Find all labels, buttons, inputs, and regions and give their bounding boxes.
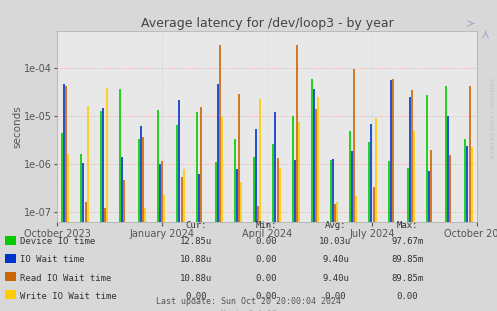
Text: 0.00: 0.00 <box>325 292 346 300</box>
Text: Device IO time: Device IO time <box>20 238 95 246</box>
Text: 0.00: 0.00 <box>185 292 207 300</box>
Text: 9.40u: 9.40u <box>322 274 349 282</box>
Text: Min:: Min: <box>255 220 277 230</box>
Text: IO Wait time: IO Wait time <box>20 256 84 264</box>
Text: 0.00: 0.00 <box>255 274 277 282</box>
Text: Avg:: Avg: <box>325 220 346 230</box>
Text: 89.85m: 89.85m <box>392 274 423 282</box>
Text: Write IO Wait time: Write IO Wait time <box>20 292 117 300</box>
Text: 9.40u: 9.40u <box>322 256 349 264</box>
Text: RRDTOOL / TOBI OETIKER: RRDTOOL / TOBI OETIKER <box>489 78 494 159</box>
Text: Last update: Sun Oct 20 20:00:04 2024: Last update: Sun Oct 20 20:00:04 2024 <box>156 297 341 306</box>
Text: 0.00: 0.00 <box>255 238 277 246</box>
Text: Max:: Max: <box>397 220 418 230</box>
Title: Average latency for /dev/loop3 - by year: Average latency for /dev/loop3 - by year <box>141 17 394 30</box>
Text: Munin 2.0.57: Munin 2.0.57 <box>221 310 276 311</box>
Text: 10.88u: 10.88u <box>180 256 212 264</box>
Y-axis label: seconds: seconds <box>12 105 22 148</box>
Text: 0.00: 0.00 <box>397 292 418 300</box>
Text: 10.03u: 10.03u <box>320 238 351 246</box>
Text: Cur:: Cur: <box>185 220 207 230</box>
Text: 97.67m: 97.67m <box>392 238 423 246</box>
Text: 89.85m: 89.85m <box>392 256 423 264</box>
Text: 12.85u: 12.85u <box>180 238 212 246</box>
Text: 10.88u: 10.88u <box>180 274 212 282</box>
Text: 0.00: 0.00 <box>255 292 277 300</box>
Text: 0.00: 0.00 <box>255 256 277 264</box>
Text: Read IO Wait time: Read IO Wait time <box>20 274 111 282</box>
